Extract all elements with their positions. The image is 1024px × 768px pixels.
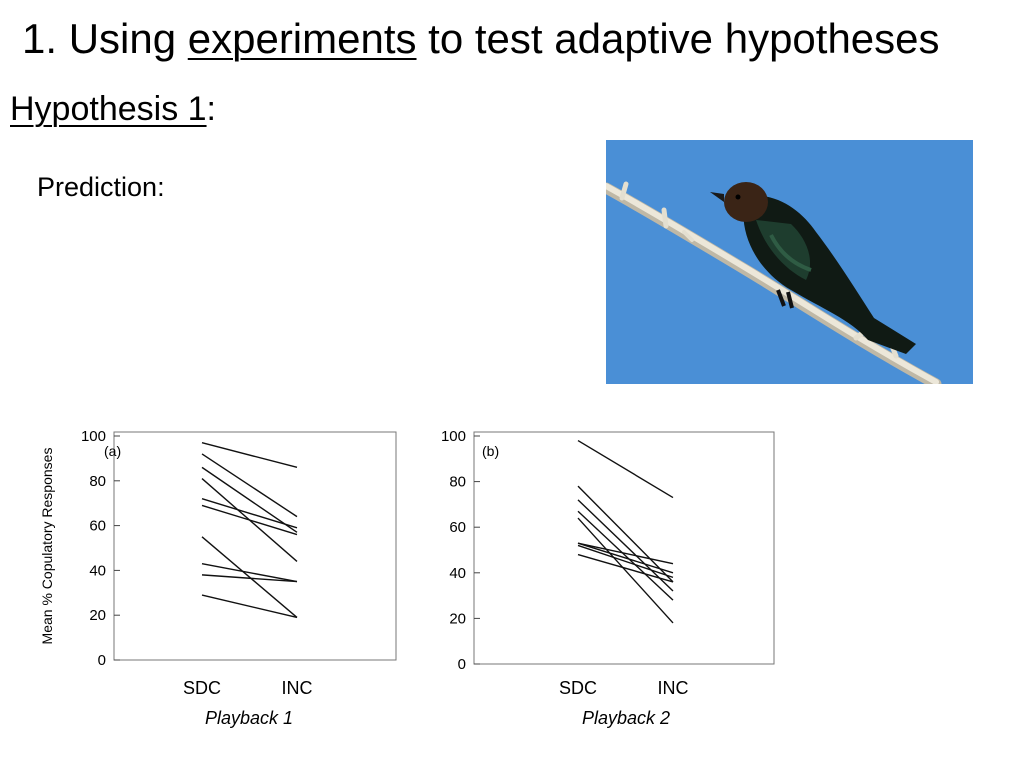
panel-a-ylabel: Mean % Copulatory Responses [39, 448, 55, 645]
panel-b-xlabel: Playback 2 [582, 708, 670, 728]
panel-b-tick-label-4: 80 [449, 474, 466, 491]
panel-b-series-line-7 [577, 544, 674, 579]
panel-b-cat-inc: INC [658, 678, 689, 698]
panel-a-series-line-2 [201, 466, 298, 533]
panel-a-frame [113, 431, 397, 661]
panel-b-series-line-4 [577, 517, 674, 624]
panel-a-series-line-0 [201, 442, 298, 469]
panel-a-series-line-4 [201, 498, 298, 529]
panel-b-tick-label-5: 100 [441, 428, 466, 445]
panel-b-series-line-0 [577, 439, 674, 499]
panel-a-y-ticks: 0 20 40 60 80 100 [81, 428, 120, 669]
panel-b-frame [473, 431, 775, 665]
panel-a-series-line-5 [201, 504, 298, 536]
panel-a-lines [201, 442, 298, 619]
prediction-label: Prediction: [37, 172, 165, 202]
panel-a-series-line-6 [201, 536, 298, 618]
panel-b-label: (b) [482, 443, 499, 459]
title-suffix: to test adaptive hypotheses [416, 15, 940, 62]
panel-a-xlabel: Playback 1 [205, 708, 293, 728]
panel-a-label: (a) [104, 443, 121, 459]
panel-a-tick-label-1: 20 [89, 607, 106, 624]
panel-a-tick-label-0: 0 [98, 652, 106, 669]
panel-b-tick-label-1: 20 [449, 610, 466, 627]
panel-a: (a) 0 20 40 60 80 100 SDC INC Playback 1 Mean… [39, 428, 397, 728]
title-prefix: 1. Using [22, 15, 188, 62]
panel-b-series-line-2 [577, 499, 674, 592]
panel-a-series-line-9 [201, 594, 298, 619]
panel-a-cat-inc: INC [282, 678, 313, 698]
panel-a-tick-label-4: 80 [89, 473, 106, 490]
copulatory-response-charts: (a) 0 20 40 60 80 100 SDC INC Playback 1 Mean… [39, 428, 775, 728]
panel-a-tick-label-2: 40 [89, 562, 106, 579]
panel-b-tick-label-3: 60 [449, 519, 466, 536]
panel-b-cat-sdc: SDC [559, 678, 597, 698]
panel-b-y-ticks: 0 20 40 60 80 100 [441, 428, 480, 673]
title-experiments-link: experiments [187, 15, 417, 62]
panel-b-lines [577, 439, 674, 624]
panel-a-tick-label-5: 100 [81, 428, 106, 445]
panel-b-tick-label-0: 0 [458, 656, 466, 673]
hypothesis-label: Hypothesis 1 [10, 90, 207, 128]
bird [710, 182, 916, 354]
panel-b-series-line-6 [577, 542, 674, 574]
panel-b-series-line-3 [577, 510, 674, 601]
panel-b-series-line-8 [577, 553, 674, 583]
panel-b-series-line-1 [577, 485, 674, 583]
panel-b: (b) 0 20 40 60 80 100 SDC INC Playback 2 [441, 428, 775, 728]
panel-a-series-line-7 [201, 562, 298, 583]
panel-b-series-line-5 [577, 542, 674, 565]
hypothesis-colon: : [206, 90, 216, 128]
panel-a-cat-sdc: SDC [183, 678, 221, 698]
panel-b-tick-label-2: 40 [449, 565, 466, 582]
panel-a-tick-label-3: 60 [89, 518, 106, 535]
panel-a-series-line-1 [201, 453, 298, 518]
slide-title: 1. Using experiments to test adaptive hy… [22, 14, 940, 64]
panel-a-series-line-8 [201, 574, 298, 583]
bird-photo [606, 140, 973, 384]
hypothesis-heading: Hypothesis 1: [10, 88, 216, 130]
